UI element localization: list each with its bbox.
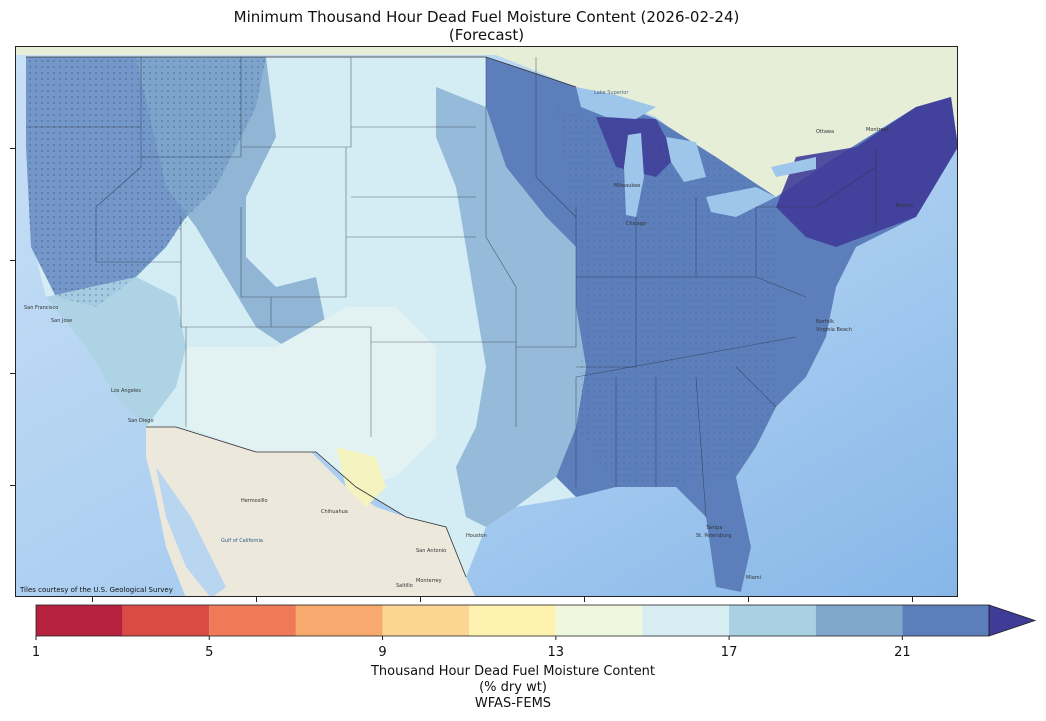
x-axis-tick: [256, 597, 257, 602]
colorbar-bin: [902, 605, 989, 636]
city-label-chihuahua: Chihuahua: [321, 509, 348, 515]
us-mexico-border: [146, 426, 467, 578]
colorbar-bin: [642, 605, 730, 636]
colorbar-tick-label: 13: [547, 645, 565, 660]
colorbar-label-line2: (% dry wt): [479, 680, 547, 695]
colorbar-bin: [555, 605, 643, 636]
city-label-saltillo: Saltillo: [396, 583, 413, 589]
gulf-of-california: [156, 467, 226, 596]
city-label-montreal: Montreal: [866, 127, 888, 133]
west-stipple: [26, 57, 266, 307]
city-label-boston: Boston: [896, 203, 913, 209]
colorbar-bin: [815, 605, 903, 636]
colorbar-bin: [36, 605, 123, 636]
lake-huron: [666, 137, 706, 182]
x-axis-tick: [92, 597, 93, 602]
mexico-land: [146, 427, 476, 596]
southwest-low-moisture: [186, 307, 436, 487]
city-label-san-antonio: San Antonio: [416, 548, 446, 554]
colorbar-bin: [382, 605, 470, 636]
colorbar-bin: [729, 605, 816, 636]
colorbar-extend-max: [988, 604, 1037, 637]
colorbar-tick-label: 21: [894, 645, 911, 660]
us-canada-border: [26, 56, 577, 88]
map-panel[interactable]: Lake Superior Milwaukee Chicago Ottawa M…: [15, 46, 958, 597]
city-label-los-angeles: Los Angeles: [111, 388, 141, 394]
lake-superior: [576, 87, 656, 119]
city-label-gulf-of-california: Gulf of California: [221, 538, 263, 544]
y-axis-tick: [10, 373, 15, 374]
x-axis-tick: [584, 597, 585, 602]
city-label-milwaukee: Milwaukee: [614, 183, 640, 189]
city-label-miami: Miami: [746, 575, 761, 581]
y-axis-tick: [10, 260, 15, 261]
colorbar-tick-label: 9: [378, 645, 387, 660]
colorbar-label-line1: Thousand Hour Dead Fuel Moisture Content: [370, 664, 656, 679]
map-title-line2: (Forecast): [448, 26, 525, 44]
colorbar-bin: [209, 605, 296, 636]
colorbar-bin: [122, 605, 210, 636]
colorbar-label: Thousand Hour Dead Fuel Moisture Content…: [0, 664, 1026, 712]
city-label-ottawa: Ottawa: [816, 129, 834, 135]
city-label-chicago: Chicago: [626, 221, 646, 227]
city-label-san-jose: San Jose: [51, 318, 72, 324]
x-axis-tick: [912, 597, 913, 602]
colorbar-tick-label: 1: [31, 645, 41, 660]
lake-michigan: [624, 133, 644, 217]
lake-erie: [706, 187, 776, 217]
city-label-virginia-beach: Virginia Beach: [816, 327, 852, 333]
state-boundaries: [26, 57, 877, 518]
city-label-norfolk: Norfolk: [816, 319, 834, 325]
colorbar-tick-label: 17: [720, 645, 738, 660]
x-axis-tick: [748, 597, 749, 602]
city-label-monterrey: Monterrey: [416, 578, 442, 584]
tile-credit: Tiles courtesy of the U.S. Geological Su…: [20, 586, 173, 594]
california-moisture: [46, 277, 186, 427]
map-title-line1: Minimum Thousand Hour Dead Fuel Moisture…: [233, 8, 740, 26]
map-title: Minimum Thousand Hour Dead Fuel Moisture…: [0, 8, 973, 44]
colorbar-outline: [35, 604, 990, 637]
colorbar-bin: [295, 605, 383, 636]
city-label-san-francisco: San Francisco: [24, 305, 58, 311]
colorbar-label-line3: WFAS-FEMS: [474, 696, 552, 711]
lake-ontario: [771, 157, 816, 177]
colorbar: [35, 604, 1037, 640]
city-label-st-petersburg: St. Petersburg: [696, 533, 731, 539]
colorbar-bin: [469, 605, 556, 636]
map-svg: Lake Superior Milwaukee Chicago Ottawa M…: [16, 47, 957, 596]
texas-dry-area: [336, 447, 386, 507]
x-axis-tick: [420, 597, 421, 602]
city-label-lake-superior: Lake Superior: [594, 90, 629, 96]
city-label-houston: Houston: [466, 533, 487, 539]
city-label-hermosillo: Hermosillo: [241, 498, 268, 504]
y-axis-tick: [10, 485, 15, 486]
city-label-tampa: Tampa: [705, 525, 722, 531]
city-label-san-diego: San Diego: [128, 418, 154, 424]
northeast-saturated: [776, 97, 957, 247]
colorbar-tick-label: 5: [205, 645, 214, 660]
y-axis-tick: [10, 148, 15, 149]
